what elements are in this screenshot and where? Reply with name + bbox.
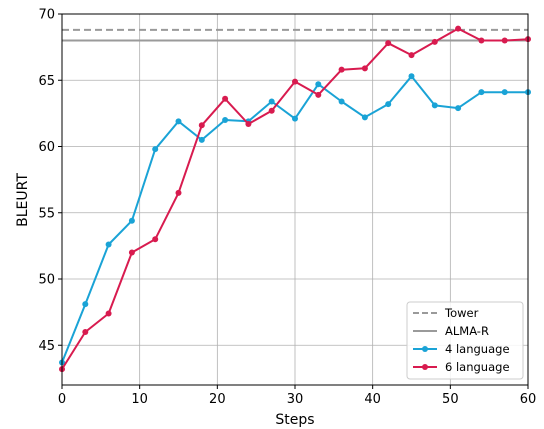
data-point-4-language xyxy=(222,117,229,123)
x-tick-label: 40 xyxy=(364,392,381,407)
data-point-6-language xyxy=(361,65,368,72)
data-point-6-language xyxy=(431,38,438,45)
data-point-4-language xyxy=(478,89,485,96)
data-point-4-language xyxy=(315,81,322,88)
data-point-6-language xyxy=(315,91,322,98)
data-point-6-language xyxy=(408,52,415,59)
legend-label-4-language: 4 language xyxy=(445,342,510,356)
data-point-6-language xyxy=(128,249,135,256)
y-tick-label: 55 xyxy=(38,206,55,221)
legend-box xyxy=(406,301,524,380)
data-point-4-language xyxy=(175,118,182,125)
data-point-6-language xyxy=(198,122,205,129)
data-point-4-language xyxy=(82,301,89,308)
data-point-6-language xyxy=(245,120,252,127)
data-point-6-language xyxy=(105,310,112,317)
legend-marker-6-language xyxy=(422,364,428,370)
legend-label-6-language: 6 language xyxy=(445,360,510,374)
y-tick-label: 60 xyxy=(38,140,55,155)
legend-marker-4-language xyxy=(422,346,428,352)
y-axis-label: BLEURT xyxy=(15,173,31,227)
data-point-6-language xyxy=(268,107,275,114)
series-layer xyxy=(59,25,531,373)
data-point-6-language xyxy=(292,78,298,85)
data-point-6-language xyxy=(175,189,182,196)
data-point-6-language xyxy=(385,40,392,47)
legend: Tower ALMA-R 4 language 6 language xyxy=(406,301,524,380)
data-point-4-language xyxy=(152,146,159,153)
y-tick-label: 70 xyxy=(38,8,55,23)
data-point-4-language xyxy=(105,241,112,248)
data-point-4-language xyxy=(501,89,508,96)
legend-label-tower: Tower xyxy=(444,306,479,320)
y-tick-label: 65 xyxy=(38,74,55,89)
x-tick-label: 20 xyxy=(209,392,226,407)
x-axis-label: Steps xyxy=(275,412,314,428)
x-tick-label: 0 xyxy=(58,392,66,407)
data-point-4-language xyxy=(292,115,298,122)
data-point-6-language xyxy=(82,329,89,335)
data-point-4-language xyxy=(455,105,462,112)
data-point-4-language xyxy=(361,114,368,121)
data-point-4-language xyxy=(198,136,205,143)
data-point-6-language xyxy=(338,66,345,73)
data-point-6-language xyxy=(222,95,229,102)
legend-label-alma-r: ALMA-R xyxy=(445,324,489,338)
x-tick-label: 30 xyxy=(287,392,304,407)
data-point-4-language xyxy=(338,98,345,105)
y-tick-label: 50 xyxy=(38,273,55,288)
data-point-4-language xyxy=(385,101,392,108)
x-tick-label: 10 xyxy=(131,392,148,407)
data-point-4-language xyxy=(408,73,415,80)
y-tick-label: 45 xyxy=(38,339,55,354)
data-point-6-language xyxy=(152,236,159,243)
data-point-4-language xyxy=(268,98,275,105)
axis-ticks: 0 10 20 30 40 50 60 45 50 55 60 65 70 xyxy=(38,8,536,408)
data-point-4-language xyxy=(431,102,438,109)
data-point-6-language xyxy=(455,25,462,32)
data-point-4-language xyxy=(128,217,135,224)
data-point-6-language xyxy=(478,37,485,44)
reference-lines xyxy=(62,28,528,42)
data-point-6-language xyxy=(501,37,508,44)
x-tick-label: 60 xyxy=(520,392,537,407)
x-tick-label: 50 xyxy=(442,392,459,407)
